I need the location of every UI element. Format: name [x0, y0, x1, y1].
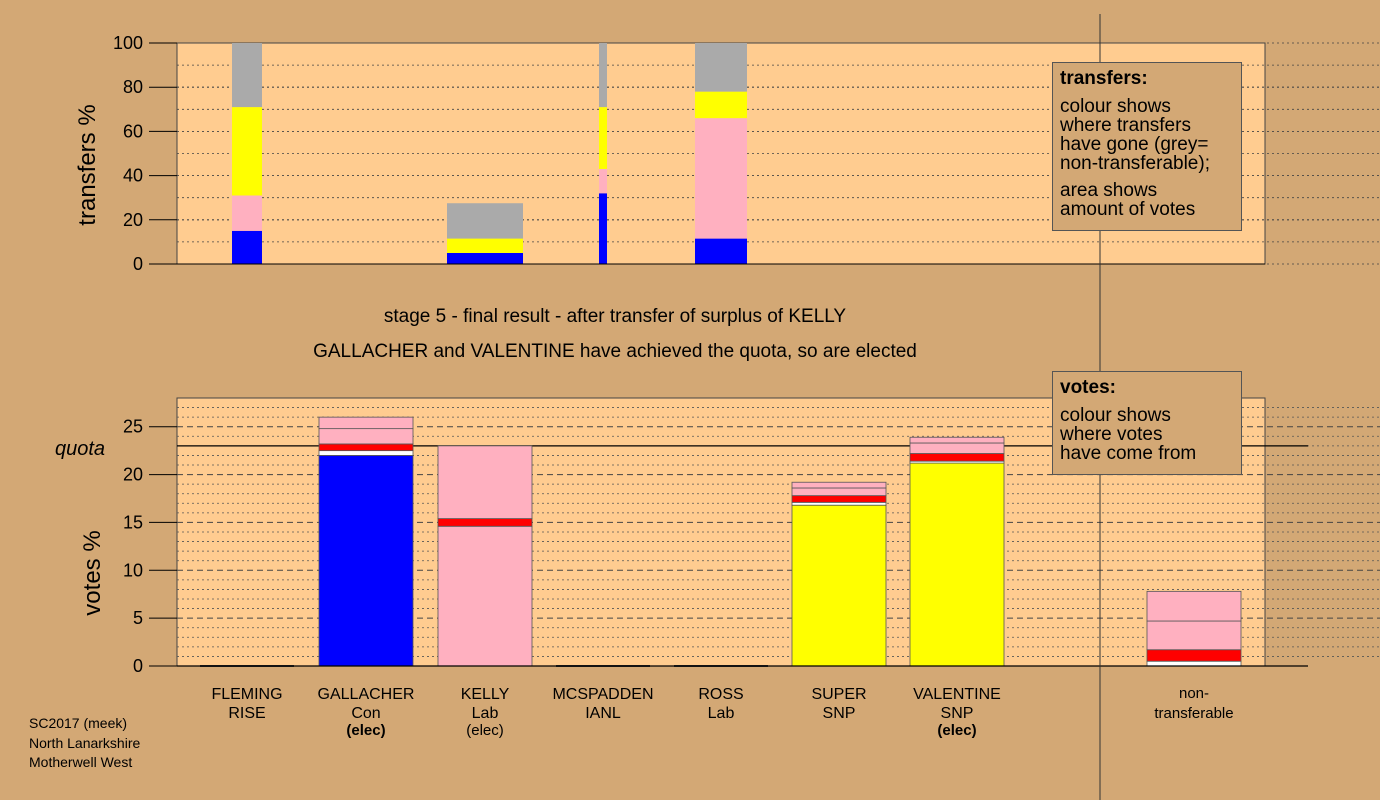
vote-bar-segment	[318, 416, 414, 430]
transfer-bar-segment	[695, 43, 747, 92]
transfer-bar-segment	[232, 107, 262, 196]
stage-title: stage 5 - final result - after transfer …	[383, 306, 847, 327]
candidate-name-label: MCSPADDEN	[552, 686, 653, 703]
transfers-legend: transfers: colour shows where transfers …	[1052, 62, 1242, 231]
votes-legend-title: votes:	[1060, 377, 1116, 398]
votes-ytick-label: 15	[123, 512, 143, 532]
transfer-bar-segment	[447, 252, 523, 264]
vote-bar-segment	[1146, 649, 1242, 662]
votes-ytick-label: 0	[133, 656, 143, 676]
vote-bar-segment	[437, 445, 533, 520]
vote-bar-segment	[1146, 660, 1242, 667]
transfer-bar-segment	[695, 91, 747, 119]
transfers-ytick-label: 100	[113, 33, 143, 53]
votes-ytick-label: 25	[123, 417, 143, 437]
transfers-ytick-label: 40	[123, 166, 143, 186]
votes-axis-label: votes %	[79, 530, 106, 615]
transfer-bar-segment	[695, 118, 747, 239]
transfers-ytick-label: 80	[123, 77, 143, 97]
vote-bar-segment	[791, 487, 887, 497]
candidate-party-label: IANL	[585, 705, 621, 722]
transfer-bar-segment	[599, 168, 607, 194]
vote-bar-segment	[791, 481, 887, 489]
votes-legend: votes: colour shows where votes have com…	[1052, 371, 1242, 475]
footer-line: Motherwell West	[29, 754, 133, 770]
candidate-name-label: GALLACHER	[318, 686, 415, 703]
vote-bar-segment	[437, 525, 533, 667]
vote-bar-segment	[791, 495, 887, 503]
votes-legend-line: have come from	[1060, 443, 1197, 464]
candidate-party-label: Lab	[472, 705, 499, 722]
vote-bar-segment	[791, 504, 887, 667]
candidate-party-label: Lab	[708, 705, 735, 722]
vote-bar-segment	[318, 455, 414, 667]
transfer-bar-segment	[695, 238, 747, 264]
transfers-legend-line: area shows	[1060, 180, 1158, 201]
votes-ytick-label: 20	[123, 465, 143, 485]
vote-bar-segment	[318, 450, 414, 456]
vote-bar-segment	[318, 443, 414, 452]
vote-bar-segment	[437, 518, 533, 527]
vote-bar-segment	[1146, 620, 1242, 651]
transfers-legend-line: non-transferable);	[1060, 153, 1210, 174]
transfers-axis-label: transfers %	[74, 104, 101, 225]
candidate-party-label: RISE	[228, 705, 265, 722]
vote-bar-segment	[909, 442, 1005, 454]
candidate-party-label: SNP	[823, 705, 856, 722]
votes-legend-line: colour shows	[1060, 405, 1171, 426]
transfer-bar-segment	[447, 238, 523, 253]
vote-bar-segment	[909, 436, 1005, 444]
votes-ytick-label: 5	[133, 608, 143, 628]
quota-label: quota	[55, 438, 105, 460]
vote-bar-segment	[909, 453, 1005, 462]
candidate-status-label: (elec)	[346, 722, 385, 739]
transfers-legend-line: colour shows	[1060, 96, 1171, 117]
transfers-ytick-label: 60	[123, 121, 143, 141]
transfers-legend-line: amount of votes	[1060, 199, 1196, 220]
transfer-bar-segment	[599, 107, 607, 169]
transfer-bar-segment	[599, 43, 607, 108]
transfer-bar-segment	[447, 203, 523, 239]
transfers-legend-title: transfers:	[1060, 68, 1148, 89]
candidate-name-label: SUPER	[811, 686, 866, 703]
transfers-legend-line: where transfers	[1060, 115, 1191, 136]
candidate-name-label: KELLY	[461, 686, 510, 703]
vote-bar-segment	[1146, 590, 1242, 622]
nontransferable-label: transferable	[1154, 705, 1233, 722]
votes-legend-line: where votes	[1060, 424, 1163, 445]
footer: SC2017 (meek) North Lanarkshire Motherwe…	[29, 714, 140, 773]
transfers-legend-line: have gone (grey=	[1060, 134, 1209, 155]
votes-ytick-label: 10	[123, 560, 143, 580]
vote-bar-segment	[791, 501, 887, 506]
transfer-bar-segment	[232, 195, 262, 231]
transfers-ytick-label: 20	[123, 210, 143, 230]
candidate-name-label: VALENTINE	[913, 686, 1001, 703]
candidate-party-label: Con	[351, 705, 380, 722]
transfer-bar-segment	[599, 193, 607, 264]
candidate-party-label: SNP	[941, 705, 974, 722]
transfer-bar-segment	[232, 43, 262, 108]
vote-bar-segment	[909, 462, 1005, 667]
candidate-status-label: (elec)	[937, 722, 976, 739]
nontransferable-label: non-	[1179, 685, 1209, 702]
footer-line: SC2017 (meek)	[29, 715, 128, 731]
transfer-bar-segment	[232, 230, 262, 264]
stage-subtitle: GALLACHER and VALENTINE have achieved th…	[313, 341, 917, 362]
footer-line: North Lanarkshire	[29, 734, 141, 751]
candidate-name-label: FLEMING	[211, 686, 282, 703]
candidate-status-label: (elec)	[466, 722, 504, 739]
candidate-name-label: ROSS	[698, 686, 743, 703]
vote-bar-segment	[318, 428, 414, 445]
transfers-ytick-label: 0	[133, 254, 143, 274]
